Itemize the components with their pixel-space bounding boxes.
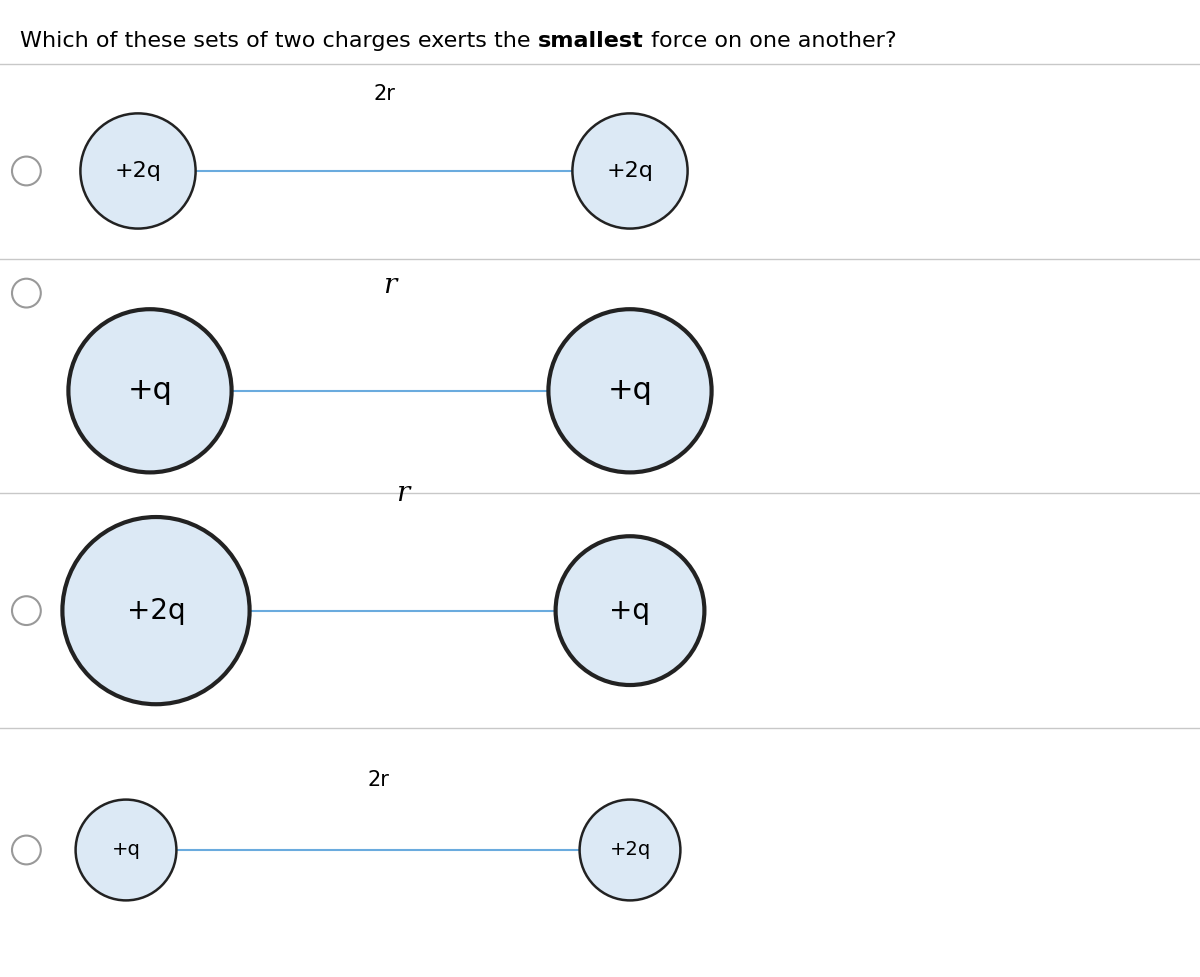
Ellipse shape bbox=[76, 799, 176, 901]
Ellipse shape bbox=[80, 113, 196, 229]
Ellipse shape bbox=[62, 517, 250, 704]
Text: +2q: +2q bbox=[114, 161, 162, 181]
Ellipse shape bbox=[580, 799, 680, 901]
Ellipse shape bbox=[572, 113, 688, 229]
Text: Which of these sets of two charges exerts the: Which of these sets of two charges exert… bbox=[20, 31, 538, 51]
Text: +q: +q bbox=[112, 840, 140, 860]
Text: +2q: +2q bbox=[127, 597, 185, 624]
Ellipse shape bbox=[556, 536, 704, 685]
Text: 2r: 2r bbox=[367, 770, 389, 789]
Text: +q: +q bbox=[610, 597, 650, 624]
Text: r: r bbox=[383, 273, 397, 299]
Text: +q: +q bbox=[127, 376, 173, 405]
Ellipse shape bbox=[548, 309, 712, 473]
Text: smallest: smallest bbox=[538, 31, 643, 51]
Ellipse shape bbox=[68, 309, 232, 473]
Text: 2r: 2r bbox=[373, 84, 395, 104]
Text: +2q: +2q bbox=[610, 840, 650, 860]
Text: +2q: +2q bbox=[606, 161, 654, 181]
Text: +q: +q bbox=[607, 376, 653, 405]
Text: r: r bbox=[396, 481, 409, 507]
Text: force on one another?: force on one another? bbox=[643, 31, 896, 51]
